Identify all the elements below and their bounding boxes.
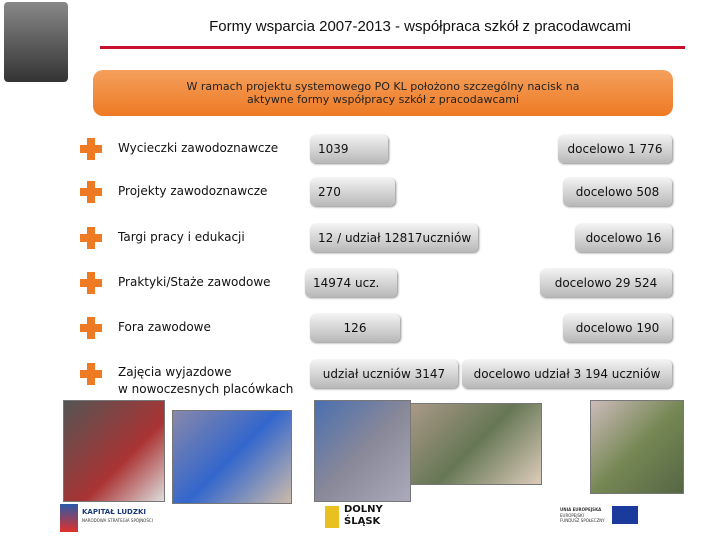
bullet (80, 181, 102, 203)
achieved-box: 12 / udział 12817uczniów (310, 224, 478, 252)
photo-food (590, 400, 684, 494)
row-label: Zajęcia wyjazdowe w nowoczesnych placówk… (118, 365, 294, 396)
title-rule (100, 46, 685, 49)
achieved-box: udział uczniów 3147 (310, 360, 458, 388)
achieved-box: 270 (310, 178, 395, 206)
kl-emblem (60, 504, 78, 532)
banner: W ramach projektu systemowego PO KL poło… (93, 70, 673, 116)
photo-hairdresser (172, 410, 292, 504)
target-box: docelowo 16 (575, 224, 672, 252)
bullet (80, 227, 102, 249)
row-label: Fora zawodowe (118, 320, 211, 334)
title: Formy wsparcia 2007-2013 - współpraca sz… (209, 18, 631, 35)
photo-forklift (63, 400, 165, 502)
row-label: Praktyki/Staże zawodowe (118, 275, 271, 289)
achieved-box: 126 (310, 314, 400, 342)
target-box: docelowo udział 3 194 uczniów (462, 360, 672, 388)
photo-workshop (314, 400, 411, 502)
target-box: docelowo 29 524 (540, 269, 672, 297)
logo-ds: DOLNY ŚLĄSK (344, 504, 383, 527)
bullet (80, 317, 102, 339)
bullet (80, 272, 102, 294)
row-label: Targi pracy i edukacji (118, 230, 245, 244)
photo-class (410, 403, 542, 485)
achieved-box: 14974 ucz. (305, 269, 397, 297)
bullet (80, 363, 102, 385)
ds-emblem (325, 506, 339, 528)
row-label: Projekty zawodoznawcze (118, 184, 268, 198)
logo-eu: UNIA EUROPEJSKA (560, 507, 602, 512)
eu-flag (612, 506, 638, 524)
achieved-box: 1039 (310, 135, 388, 163)
target-box: docelowo 190 (563, 314, 672, 342)
logo-eu-sub: EUROPEJSKI FUNDUSZ SPOŁECZNY (560, 513, 605, 523)
people-logo (4, 2, 68, 82)
logo-kl-sub: NARODOWA STRATEGIA SPÓJNOŚCI (82, 518, 153, 523)
logo-kl: KAPITAŁ LUDZKI (82, 508, 146, 516)
bullet (80, 138, 102, 160)
target-box: docelowo 508 (563, 178, 672, 206)
row-label: Wycieczki zawodoznawcze (118, 141, 279, 155)
target-box: docelowo 1 776 (558, 135, 672, 163)
